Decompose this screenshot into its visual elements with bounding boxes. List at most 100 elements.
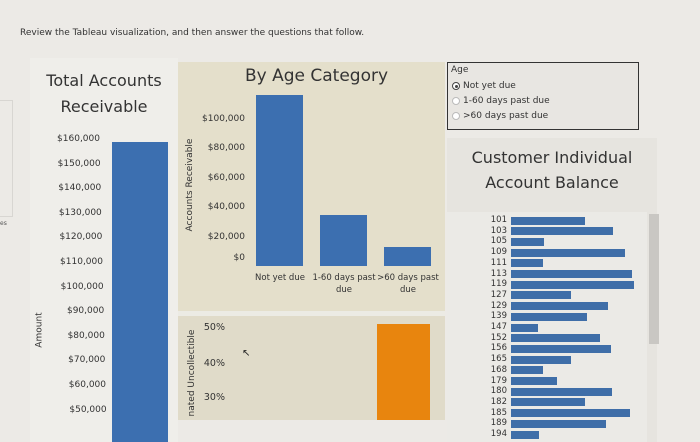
y-tick-label: $40,000 xyxy=(207,202,245,212)
mouse-cursor-icon: ↖ xyxy=(242,348,251,359)
y-tick-label: $100,000 xyxy=(202,114,245,124)
radio-icon[interactable] xyxy=(452,111,460,120)
customer-title: Customer Individual Account Balance xyxy=(447,145,657,195)
customer-balance-bar[interactable] xyxy=(511,366,543,375)
customer-balance-bar[interactable] xyxy=(511,259,543,268)
customer-balance-bar[interactable] xyxy=(511,323,539,332)
customer-row[interactable]: 194 xyxy=(447,429,647,440)
legend-label: >60 days past due xyxy=(463,110,549,121)
customer-row[interactable]: 179 xyxy=(447,376,647,387)
customer-row[interactable]: 127 xyxy=(447,290,647,301)
y-tick-label: $90,000 xyxy=(66,306,105,317)
y-tick-label: $60,000 xyxy=(68,380,106,390)
title-line1: Total Accounts xyxy=(46,71,162,90)
customer-id: 147 xyxy=(490,322,507,332)
customer-id: 156 xyxy=(490,343,507,354)
customer-balance-bar[interactable] xyxy=(511,430,540,439)
customer-row[interactable]: 119 xyxy=(447,279,647,290)
customer-row[interactable]: 101 xyxy=(447,215,647,226)
edge-panel xyxy=(0,100,13,217)
y-tick-label: $50,000 xyxy=(69,404,107,415)
customer-balance-bar[interactable] xyxy=(511,227,614,236)
customer-balance-bar[interactable] xyxy=(511,216,585,225)
customer-id: 105 xyxy=(490,236,507,247)
customer-row[interactable]: 152 xyxy=(447,333,647,344)
legend-option-1-60-days[interactable]: 1-60 days past due xyxy=(448,93,638,108)
y-tick-label: $120,000 xyxy=(59,232,103,243)
customer-row[interactable]: 129 xyxy=(447,301,647,312)
total-ar-bar[interactable] xyxy=(112,142,168,442)
customer-balance-bar[interactable] xyxy=(511,270,632,278)
customer-id: 180 xyxy=(490,386,507,397)
customer-row[interactable]: 168 xyxy=(447,365,647,376)
customer-id: 152 xyxy=(490,332,507,343)
age-bar-2[interactable] xyxy=(384,247,431,266)
y-tick-label: $140,000 xyxy=(58,183,102,194)
customer-balance-bar[interactable] xyxy=(511,280,634,289)
customer-row[interactable]: 109 xyxy=(447,247,647,258)
y-tick-label: $80,000 xyxy=(67,330,105,341)
customer-balance-bar[interactable] xyxy=(511,387,612,396)
y-tick-label: $60,000 xyxy=(207,173,245,183)
customer-balance-bar[interactable] xyxy=(511,377,557,385)
customer-balance-bar[interactable] xyxy=(511,398,585,407)
uncollectible-axis-label: nated Uncollectible xyxy=(187,329,197,417)
customer-id: 109 xyxy=(490,247,507,258)
amount-axis-label: Amount xyxy=(34,312,45,348)
legend-label: 1-60 days past due xyxy=(463,95,550,106)
y-tick-label: $70,000 xyxy=(68,355,106,366)
customer-id: 101 xyxy=(490,215,507,225)
customer-row[interactable]: 139 xyxy=(447,311,647,322)
customer-balance-bar[interactable] xyxy=(511,312,588,321)
customer-balance-bar[interactable] xyxy=(511,409,631,418)
y-tick-label: 40% xyxy=(203,358,225,369)
customer-row[interactable]: 111 xyxy=(447,258,647,269)
customer-row[interactable]: 147 xyxy=(447,322,647,333)
category-label: 1-60 days past due xyxy=(312,273,376,295)
uncollectible-bar-2[interactable] xyxy=(377,324,430,420)
customer-balance-bar[interactable] xyxy=(511,248,626,257)
y-tick-label: $0 xyxy=(233,253,245,263)
category-label: Not yet due xyxy=(255,273,305,283)
customer-id: 119 xyxy=(490,279,507,290)
customer-id: 103 xyxy=(490,225,507,236)
customer-row[interactable]: 165 xyxy=(447,354,647,365)
customer-balance-bar[interactable] xyxy=(511,344,611,353)
customer-id: 182 xyxy=(490,396,507,407)
customer-id: 127 xyxy=(490,289,507,300)
customer-row[interactable]: 103 xyxy=(447,226,647,237)
category-label: >60 days past due xyxy=(377,273,439,295)
customer-balance-bar[interactable] xyxy=(511,237,545,246)
radio-icon[interactable] xyxy=(452,81,460,90)
customer-id: 189 xyxy=(490,418,507,429)
customer-id: 111 xyxy=(490,257,507,268)
customer-row[interactable]: 113 xyxy=(447,269,647,280)
panel-divider xyxy=(178,311,445,316)
customer-row[interactable]: 105 xyxy=(447,236,647,247)
customer-row[interactable]: 182 xyxy=(447,397,647,408)
customer-balance-bar[interactable] xyxy=(511,419,606,428)
customer-row[interactable]: 180 xyxy=(447,386,647,397)
customer-id: 165 xyxy=(490,354,507,365)
legend-label: Not yet due xyxy=(463,80,516,91)
y-tick-label: 30% xyxy=(203,392,225,403)
customer-balance-bar[interactable] xyxy=(511,355,572,364)
scrollbar[interactable] xyxy=(649,214,659,344)
legend-option-over-60-days[interactable]: >60 days past due xyxy=(448,108,638,123)
title-line2: Receivable xyxy=(60,97,148,116)
customer-id: 113 xyxy=(490,268,507,279)
customer-row[interactable]: 185 xyxy=(447,408,647,419)
customer-id: 168 xyxy=(490,364,507,375)
y-tick-label: $160,000 xyxy=(57,134,100,144)
age-filter-legend: Age Not yet due 1-60 days past due >60 d… xyxy=(447,62,639,130)
customer-row[interactable]: 189 xyxy=(447,418,647,429)
radio-icon[interactable] xyxy=(452,96,460,105)
age-bar-0[interactable] xyxy=(256,94,303,266)
legend-option-not-yet-due[interactable]: Not yet due xyxy=(448,78,638,93)
total-ar-title: Total Accounts Receivable xyxy=(30,68,178,120)
customer-balance-bar[interactable] xyxy=(511,334,600,343)
age-bar-1[interactable] xyxy=(320,215,367,266)
customer-balance-bar[interactable] xyxy=(511,302,609,311)
customer-row[interactable]: 156 xyxy=(447,343,647,354)
customer-balance-bar[interactable] xyxy=(511,291,572,300)
